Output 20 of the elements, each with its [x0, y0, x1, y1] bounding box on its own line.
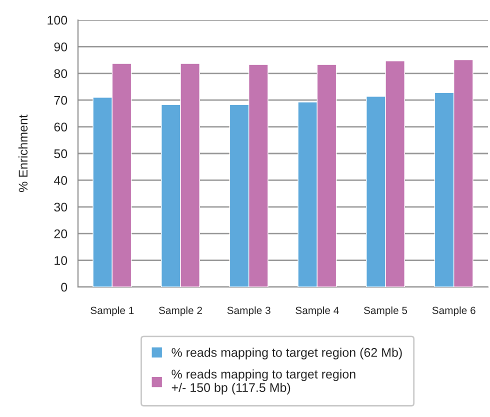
- y-tick-label: 20: [54, 229, 68, 238]
- legend-label: % reads mapping to target region (62 Mb): [172, 348, 402, 360]
- y-tick-label: 10: [54, 256, 68, 265]
- y-tick-label: 60: [54, 122, 68, 132]
- y-tick-label: 50: [54, 149, 68, 158]
- x-tick-label: Sample 5: [364, 306, 408, 316]
- x-tick-label: Sample 1: [90, 306, 134, 316]
- x-tick-label: Sample 3: [227, 306, 270, 316]
- y-tick-label: 90: [54, 42, 68, 52]
- legend-label: % reads mapping to target region +/- 150 bp (117.5 Mb): [172, 369, 356, 394]
- y-tick-label: 70: [54, 96, 68, 105]
- x-tick-label: Sample 2: [158, 306, 202, 316]
- y-tick-label: 100: [48, 16, 68, 25]
- x-tick-label: Sample 4: [296, 306, 339, 316]
- y-axis-title: % Enrichment: [18, 114, 28, 192]
- x-tick-label: Sample 6: [432, 306, 476, 316]
- y-tick-label: 80: [54, 69, 68, 78]
- y-tick-label: 0: [61, 282, 68, 292]
- y-tick-label: 30: [54, 202, 68, 212]
- y-tick-label: 40: [54, 176, 68, 185]
